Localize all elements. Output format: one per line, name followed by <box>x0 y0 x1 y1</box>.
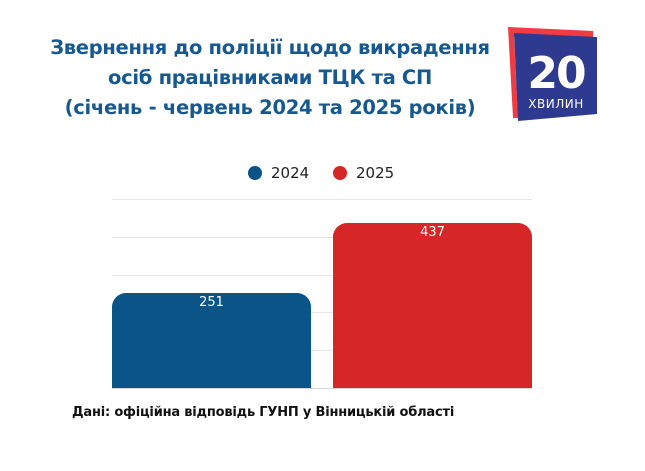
bar-value-label: 437 <box>420 225 445 240</box>
bar-value-label: 251 <box>199 295 224 310</box>
legend-swatch-icon <box>333 166 347 180</box>
gridline <box>112 275 532 276</box>
chart-legend: 2024 2025 <box>0 164 645 184</box>
legend-label: 2025 <box>356 164 395 182</box>
svg-text:ХВИЛИН: ХВИЛИН <box>528 97 583 111</box>
legend-item-2024: 2024 <box>248 164 309 182</box>
gridline <box>112 199 532 200</box>
gridline <box>112 350 532 351</box>
x-axis-baseline <box>112 388 532 389</box>
legend-label: 2024 <box>271 164 310 182</box>
legend-item-2025: 2025 <box>333 164 394 182</box>
chart-title-line-3: (січень - червень 2024 та 2025 років) <box>64 96 476 119</box>
logo-20-khvylyn-icon: 20 ХВИЛИН <box>508 27 597 121</box>
brand-logo: 20 ХВИЛИН <box>505 24 601 124</box>
source-note: Дані: офіційна відповідь ГУНП у Вінницьк… <box>72 405 455 420</box>
svg-text:20: 20 <box>527 48 585 99</box>
chart-plot-area: 251 437 <box>112 199 532 389</box>
chart-title: Звернення до поліції щодо викрадення осі… <box>30 33 510 123</box>
chart-title-line-1: Звернення до поліції щодо викрадення <box>50 36 490 59</box>
bar-2024: 251 <box>112 293 311 388</box>
bar-2025: 437 <box>333 223 532 388</box>
gridline <box>112 237 532 238</box>
gridline <box>112 312 532 313</box>
legend-swatch-icon <box>248 166 262 180</box>
chart-title-line-2: осіб працівниками ТЦК та СП <box>108 66 432 89</box>
